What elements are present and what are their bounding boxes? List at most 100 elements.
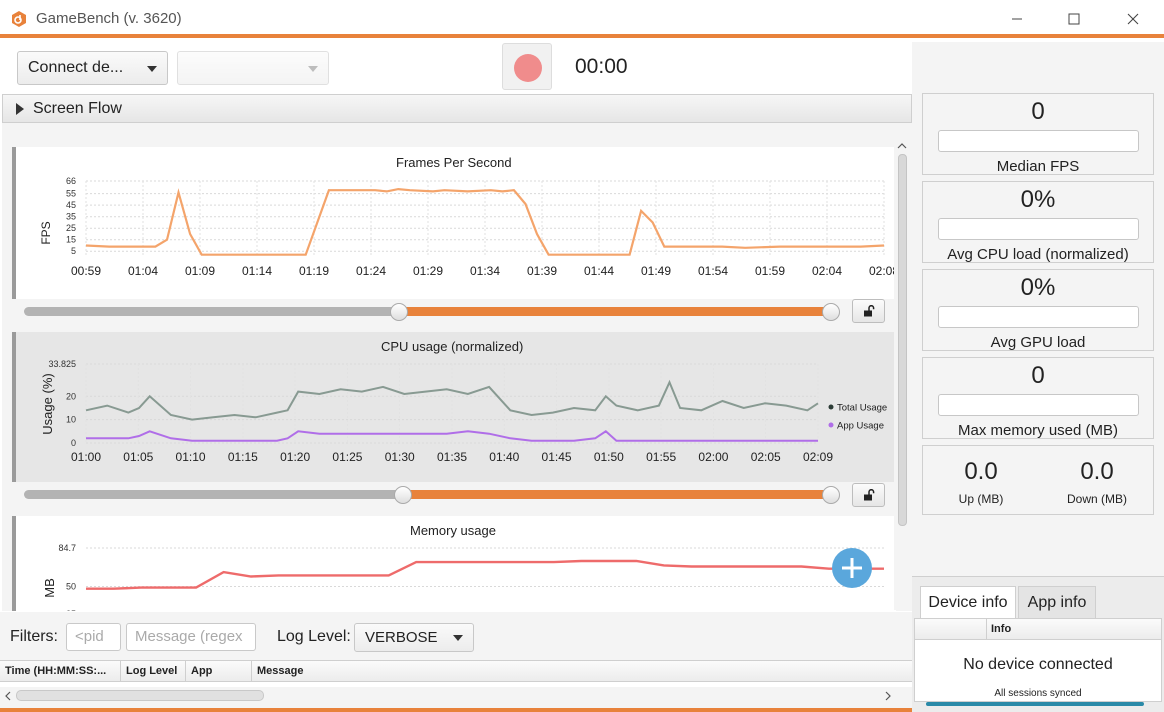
avg-cpu-label: Avg CPU load (normalized)	[947, 246, 1129, 263]
avg-cpu-bar	[938, 218, 1139, 240]
avg-cpu-card: 0% Avg CPU load (normalized)	[922, 181, 1154, 263]
fps-x-tick-label: 01:34	[470, 264, 500, 278]
column-time[interactable]: Time (HH:MM:SS:...	[0, 661, 121, 682]
fps-y-tick-label: 45	[66, 200, 76, 210]
avg-gpu-value: 0%	[1020, 274, 1056, 301]
memory-y-tick-label: 25	[66, 609, 76, 611]
column-log-level[interactable]: Log Level	[121, 661, 186, 682]
pid-filter-input[interactable]: <pid	[66, 623, 121, 651]
fps-chart-title: Frames Per Second	[396, 155, 512, 170]
avg-gpu-card: 0% Avg GPU load	[922, 269, 1154, 351]
cpu-x-tick-label: 01:30	[385, 450, 415, 464]
max-memory-bar	[938, 394, 1139, 416]
cpu-slider-right-handle[interactable]	[822, 486, 840, 504]
fps-x-tick-label: 01:09	[185, 264, 215, 278]
cpu-x-tick-label: 01:25	[332, 450, 362, 464]
max-memory-card: 0 Max memory used (MB)	[922, 357, 1154, 439]
screen-flow-toggle[interactable]: Screen Flow	[2, 94, 912, 123]
scroll-up-icon	[897, 143, 907, 149]
unlock-icon	[863, 489, 874, 501]
max-memory-value: 0	[1031, 362, 1045, 389]
column-app[interactable]: App	[186, 661, 252, 682]
avg-gpu-label: Avg GPU load	[990, 334, 1086, 351]
scroll-left-icon	[5, 691, 11, 701]
fps-x-tick-label: 01:19	[299, 264, 329, 278]
legend-total-usage: Total Usage	[837, 403, 887, 414]
chevron-down-icon	[147, 66, 157, 72]
cpu-slider-range[interactable]	[404, 490, 832, 499]
fps-x-tick-label: 01:29	[413, 264, 443, 278]
log-table-header: Time (HH:MM:SS:... Log Level App Message	[0, 660, 912, 682]
app-select[interactable]	[177, 51, 329, 85]
memory-series-line	[86, 559, 884, 590]
add-chart-button[interactable]	[832, 548, 872, 588]
cpu-lock-button[interactable]	[852, 483, 885, 507]
close-button[interactable]	[1110, 4, 1156, 34]
cpu-y-tick-label: 20	[66, 391, 76, 401]
filters-label: Filters:	[10, 628, 58, 645]
fps-x-tick-label: 00:59	[71, 264, 101, 278]
log-horizontal-scrollbar[interactable]	[0, 687, 912, 704]
sync-progress-bar	[926, 702, 1144, 706]
median-fps-card: 0 Median FPS	[922, 93, 1154, 175]
device-select-value: Connect de...	[28, 59, 124, 76]
cpu-x-tick-label: 01:20	[280, 450, 310, 464]
chevron-down-icon	[308, 66, 318, 72]
fps-x-tick-label: 01:59	[755, 264, 785, 278]
cpu-x-tick-label: 02:09	[803, 450, 833, 464]
expand-arrow-icon	[16, 103, 24, 115]
info-column-header: Info	[991, 623, 1012, 635]
screen-flow-label: Screen Flow	[33, 100, 122, 117]
bottom-accent-bar	[0, 704, 912, 712]
median-fps-value: 0	[1031, 98, 1045, 125]
cpu-chart-panel: CPU usage (normalized) Usage (%) 33.825 2…	[12, 332, 896, 482]
charts-vertical-scrollbar[interactable]	[894, 140, 910, 610]
record-button[interactable]	[502, 43, 552, 90]
horizontal-scroll-thumb[interactable]	[16, 690, 264, 701]
fps-x-tick-label: 01:04	[128, 264, 158, 278]
info-key-column	[915, 619, 987, 640]
upload-label: Up (MB)	[958, 492, 1004, 506]
memory-axis-label: MB	[42, 578, 57, 598]
column-message[interactable]: Message	[257, 665, 304, 677]
fps-y-tick-label: 66	[66, 176, 76, 186]
close-icon	[1127, 13, 1139, 25]
cpu-slider-left-handle[interactable]	[394, 486, 412, 504]
tab-app-info[interactable]: App info	[1018, 586, 1096, 618]
fps-x-tick-label: 02:04	[812, 264, 842, 278]
cpu-x-tick-label: 01:05	[123, 450, 153, 464]
device-select[interactable]: Connect de...	[17, 51, 168, 85]
log-level-select[interactable]: VERBOSE	[354, 623, 474, 652]
memory-y-tick-label: 84.7	[58, 543, 76, 553]
fps-y-tick-label: 25	[66, 223, 76, 233]
fps-axis-label: FPS	[39, 221, 53, 244]
minimize-button[interactable]	[994, 4, 1040, 34]
summary-panel: 0 Median FPS 0% Avg CPU load (normalized…	[912, 42, 1164, 712]
fps-x-tick-label: 01:14	[242, 264, 272, 278]
median-fps-bar	[938, 130, 1139, 152]
cpu-x-tick-label: 01:35	[437, 450, 467, 464]
upload-value: 0.0	[964, 458, 998, 485]
charts-scroll-area: Frames Per Second FPS 66 55 45 35 25 15 5 00:5…	[2, 123, 912, 611]
maximize-button[interactable]	[1051, 4, 1097, 34]
memory-y-tick-label: 50	[66, 581, 76, 591]
fps-y-tick-label: 15	[66, 235, 76, 245]
fps-slider-track[interactable]	[24, 307, 400, 316]
fps-slider-right-handle[interactable]	[822, 303, 840, 321]
fps-lock-button[interactable]	[852, 299, 885, 323]
cpu-x-tick-label: 02:05	[751, 450, 781, 464]
device-info-table: Info No device connected	[914, 618, 1162, 702]
tab-device-info[interactable]: Device info	[920, 586, 1016, 618]
fps-slider-range[interactable]	[400, 307, 832, 316]
cpu-x-tick-label: 01:40	[489, 450, 519, 464]
fps-series-line	[85, 187, 885, 256]
vertical-scroll-thumb[interactable]	[898, 154, 907, 526]
message-filter-input[interactable]: Message (regex	[126, 623, 256, 651]
title-bar: GameBench (v. 3620)	[0, 0, 1164, 38]
fps-slider-left-handle[interactable]	[390, 303, 408, 321]
cpu-x-tick-label: 01:50	[594, 450, 624, 464]
cpu-slider-track[interactable]	[24, 490, 404, 499]
cpu-y-tick-label: 10	[66, 415, 76, 425]
record-icon	[514, 54, 542, 82]
